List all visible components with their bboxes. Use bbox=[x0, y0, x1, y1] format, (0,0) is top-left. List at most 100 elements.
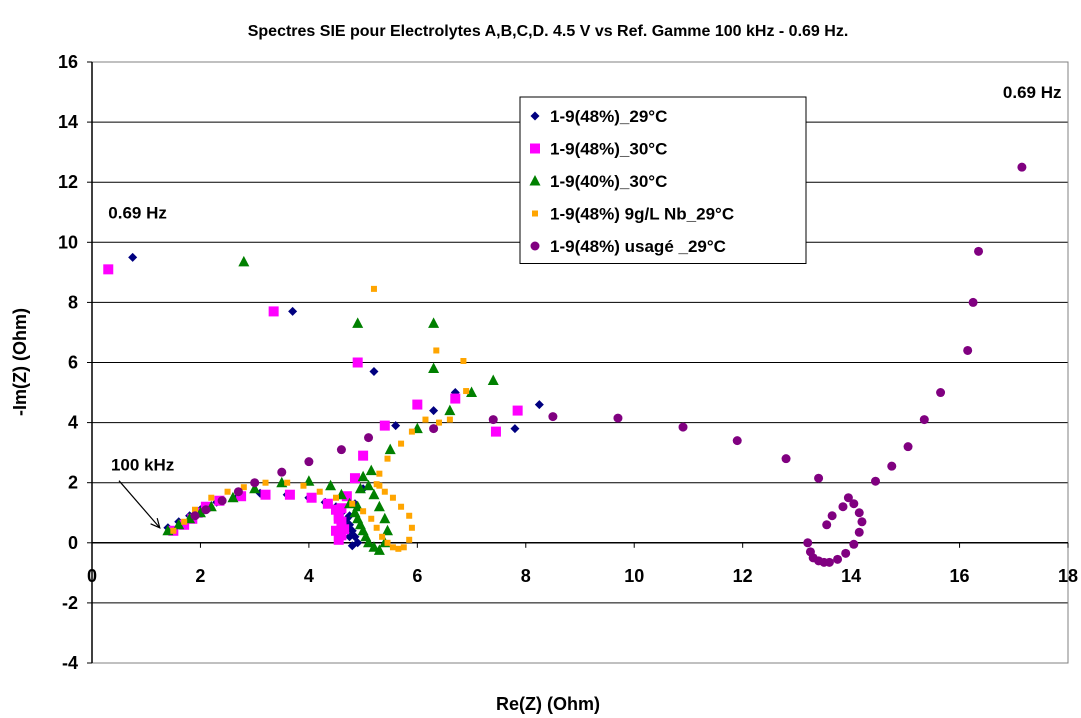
data-point bbox=[325, 479, 337, 491]
data-point bbox=[463, 388, 470, 395]
y-tick-label: 4 bbox=[68, 413, 78, 433]
data-point bbox=[833, 554, 843, 564]
data-point bbox=[306, 492, 317, 503]
data-point bbox=[284, 489, 295, 500]
annotation-arrowhead bbox=[150, 517, 161, 529]
data-point bbox=[382, 524, 394, 536]
data-point bbox=[488, 415, 498, 425]
data-point bbox=[354, 482, 366, 494]
data-point bbox=[422, 416, 429, 423]
data-point bbox=[238, 255, 250, 267]
legend-entry-label: 1-9(48%) 9g/L Nb_29°C bbox=[550, 205, 734, 224]
data-point bbox=[170, 527, 177, 534]
data-point bbox=[249, 482, 261, 494]
data-point bbox=[512, 405, 523, 416]
annotation-label: 0.69 Hz bbox=[1003, 83, 1062, 102]
data-point bbox=[887, 461, 897, 471]
data-point bbox=[288, 306, 298, 316]
data-point bbox=[260, 489, 271, 500]
legend-entry-label: 1-9(48%) usagé _29°C bbox=[550, 237, 726, 256]
legend-marker bbox=[530, 111, 540, 121]
legend: 1-9(48%)_29°C 1-9(48%)_30°C 1-9(40%)_30°C 1… bbox=[519, 96, 807, 264]
x-tick-label: 4 bbox=[304, 566, 314, 586]
data-point bbox=[240, 484, 247, 491]
data-point bbox=[446, 416, 453, 423]
data-point bbox=[358, 450, 369, 461]
data-point bbox=[428, 362, 440, 374]
data-point bbox=[345, 532, 355, 542]
data-point bbox=[173, 518, 185, 530]
data-point bbox=[460, 357, 467, 364]
data-point bbox=[268, 306, 279, 317]
data-point bbox=[357, 470, 369, 482]
data-point bbox=[224, 488, 231, 495]
data-point bbox=[487, 374, 499, 386]
data-point bbox=[304, 457, 314, 467]
data-point bbox=[368, 515, 375, 522]
chart-title: Spectres SIE pour Electrolytes A,B,C,D. … bbox=[248, 23, 849, 40]
data-point bbox=[822, 520, 832, 530]
series-5 bbox=[190, 162, 1027, 567]
x-tick-label: 8 bbox=[521, 566, 531, 586]
data-point bbox=[384, 455, 391, 462]
series-3 bbox=[162, 255, 499, 555]
series-2 bbox=[103, 264, 523, 545]
data-point bbox=[339, 524, 350, 535]
data-point bbox=[181, 518, 188, 525]
x-tick-label: 2 bbox=[195, 566, 205, 586]
data-point bbox=[316, 488, 323, 495]
data-point bbox=[262, 479, 269, 486]
data-point bbox=[192, 506, 199, 513]
data-point bbox=[406, 536, 413, 543]
data-point bbox=[379, 533, 386, 540]
data-point bbox=[373, 544, 385, 555]
data-point bbox=[843, 493, 853, 503]
data-point bbox=[849, 539, 859, 549]
series-4 bbox=[170, 285, 470, 552]
data-point bbox=[391, 421, 401, 431]
data-point bbox=[336, 445, 346, 455]
y-tick-label: 14 bbox=[58, 112, 78, 132]
data-point bbox=[368, 488, 380, 500]
data-point bbox=[336, 503, 347, 514]
x-axis-label: Re(Z) (Ohm) bbox=[496, 694, 600, 714]
data-point bbox=[322, 498, 333, 509]
y-tick-label: 2 bbox=[68, 473, 78, 493]
data-point bbox=[963, 345, 973, 355]
data-point bbox=[373, 500, 385, 512]
legend-entry-label: 1-9(48%)_29°C bbox=[550, 107, 667, 126]
data-point bbox=[365, 464, 377, 476]
legend-entry-label: 1-9(40%)_30°C bbox=[550, 172, 667, 191]
data-point bbox=[849, 499, 859, 509]
data-point bbox=[613, 413, 623, 423]
data-point bbox=[277, 467, 287, 477]
data-point bbox=[803, 538, 813, 548]
data-point bbox=[436, 419, 443, 426]
data-point bbox=[333, 494, 339, 501]
data-point bbox=[466, 386, 478, 398]
annotation-arrow bbox=[118, 480, 161, 529]
data-point bbox=[510, 424, 520, 434]
legend-marker bbox=[530, 241, 540, 251]
data-point bbox=[373, 524, 380, 531]
data-point bbox=[179, 519, 190, 530]
data-point bbox=[732, 436, 742, 446]
data-point bbox=[333, 513, 344, 524]
data-point bbox=[389, 544, 396, 551]
data-point bbox=[444, 404, 456, 416]
data-point bbox=[841, 548, 851, 558]
data-point bbox=[347, 541, 357, 551]
data-point bbox=[428, 317, 440, 328]
data-point bbox=[408, 524, 415, 531]
data-point bbox=[284, 479, 291, 486]
data-point bbox=[1017, 162, 1027, 172]
data-point bbox=[379, 420, 390, 431]
data-point bbox=[363, 536, 375, 548]
data-point bbox=[857, 517, 867, 527]
data-point bbox=[369, 367, 379, 377]
axis-ticks: -4 -2 0 2 4 6 8 10 12 14 16 0 2 4 6 8 10 12 14 16 18 bbox=[58, 52, 1078, 673]
data-point bbox=[349, 473, 360, 484]
data-point bbox=[333, 534, 344, 545]
data-point bbox=[781, 454, 791, 464]
